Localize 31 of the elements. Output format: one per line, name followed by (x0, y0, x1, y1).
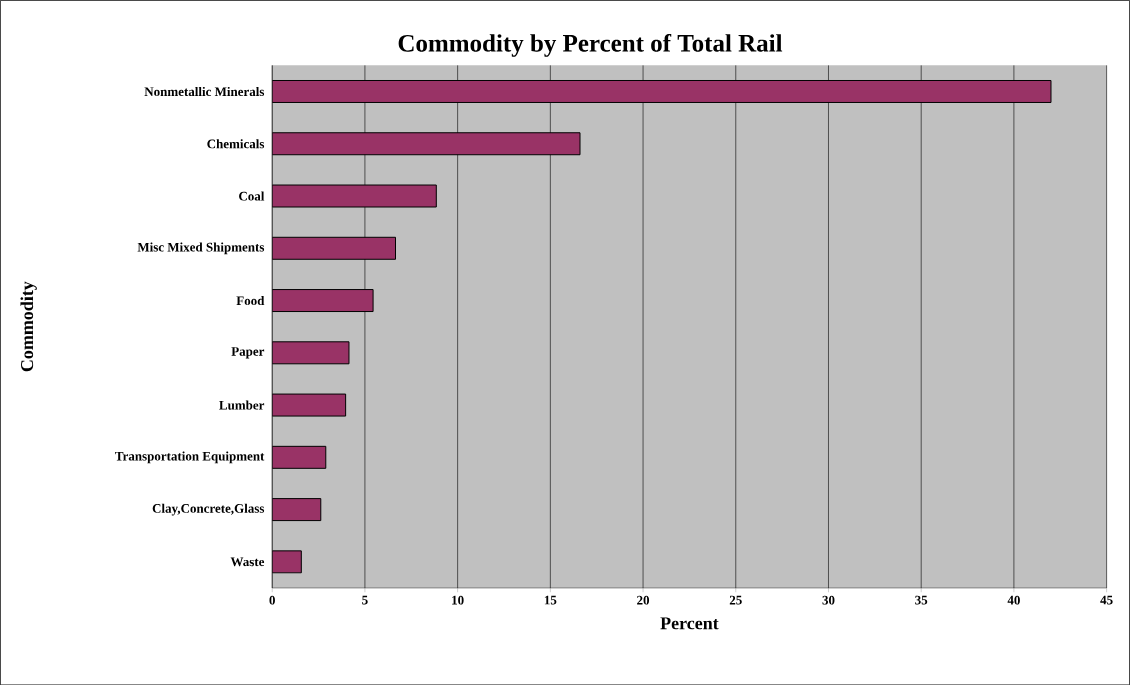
y-tick-label: Coal (239, 191, 265, 201)
y-tick-label: Waste (230, 557, 265, 567)
x-tick-label: 45 (1100, 595, 1113, 605)
x-tick-label: 15 (544, 595, 557, 605)
x-tick-label: 5 (362, 595, 368, 605)
bar (272, 445, 327, 469)
x-tick-label: 0 (269, 595, 275, 605)
x-tick-label: 35 (915, 595, 928, 605)
y-tick-label: Clay,Concrete,Glass (152, 503, 265, 516)
x-tick-label: 10 (452, 595, 464, 605)
x-tick-label: 40 (1007, 595, 1020, 605)
bar (272, 236, 397, 260)
y-tick-label: Lumber (219, 400, 265, 410)
y-tick-label: Paper (231, 347, 265, 359)
bar (272, 341, 350, 365)
y-tick-label: Transportation Equipment (115, 451, 265, 464)
x-tick-label: 30 (822, 595, 835, 605)
y-tick-label: Chemicals (207, 139, 265, 149)
y-tick-label: Nonmetallic Minerals (144, 86, 265, 96)
y-tick-label: Misc Mixed Shipments (137, 242, 265, 255)
bar (272, 497, 322, 521)
bar (272, 132, 581, 156)
bar (272, 184, 437, 208)
x-axis-title: Percent (660, 617, 719, 630)
bar (272, 79, 1052, 103)
bar (272, 288, 374, 312)
y-axis-title: Commodity (20, 281, 37, 372)
x-tick-label: 25 (729, 595, 742, 605)
x-tick-label: 20 (637, 595, 650, 605)
y-tick-label: Food (236, 295, 265, 305)
chart-title: Commodity by Percent of Total Rail (398, 33, 783, 57)
